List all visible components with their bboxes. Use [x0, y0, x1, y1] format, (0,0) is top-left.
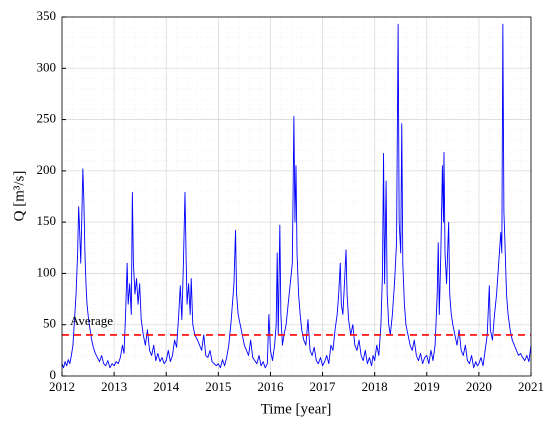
x-tick-label: 2017: [310, 379, 337, 394]
plot-layer: 2012 2013 2014 2015 2016 2017 2018 2019 2020 2021…: [37, 8, 545, 394]
x-tick-label: 2014: [153, 379, 180, 394]
data-line: [61, 23, 532, 369]
y-tick-label: 0: [50, 367, 57, 382]
y-axis-label: Q [m³/s]: [11, 171, 27, 222]
y-tick-label: 150: [37, 213, 57, 228]
x-axis-label: Time [year]: [261, 401, 332, 417]
x-tick-label: 2018: [362, 379, 388, 394]
x-tick-label: 2013: [101, 379, 127, 394]
average-label: Average: [70, 313, 113, 328]
x-tick-label: 2020: [466, 379, 492, 394]
y-tick-label: 50: [43, 316, 56, 331]
y-tick-label: 250: [37, 111, 57, 126]
x-tick-label: 2016: [257, 379, 284, 394]
x-tick-label: 2015: [205, 379, 231, 394]
y-tick-label: 200: [37, 162, 57, 177]
y-tick-label: 350: [37, 8, 57, 23]
y-tick-label: 100: [37, 264, 57, 279]
y-tick-label: 300: [37, 59, 57, 74]
x-tick-label: 2019: [414, 379, 440, 394]
x-tick-label: 2012: [49, 379, 75, 394]
x-tick-label: 2021: [518, 379, 544, 394]
plot-frame: [61, 16, 532, 377]
